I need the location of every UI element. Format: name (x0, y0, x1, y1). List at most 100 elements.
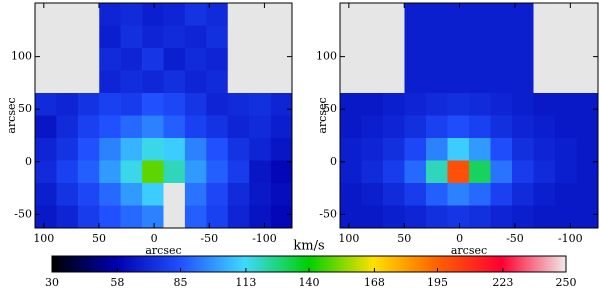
plot-frame (339, 2, 599, 229)
x-axis-label: arcsec (451, 244, 487, 257)
heatmap-cell (555, 115, 577, 139)
colorbar-label: km/s (293, 239, 324, 254)
heatmap-cell (77, 183, 100, 206)
heatmap-cell (383, 115, 405, 139)
heatmap-cell (469, 93, 491, 116)
masked-cell (340, 48, 362, 71)
heatmap-cell (447, 160, 470, 184)
heatmap-cell (533, 160, 556, 184)
colorbar-tick-label: 30 (45, 276, 59, 289)
heatmap-cell (426, 70, 448, 94)
heatmap-cell (533, 115, 556, 139)
heatmap-cell (404, 183, 427, 206)
x-tick-label: 50 (92, 232, 106, 245)
masked-cell (227, 25, 250, 49)
heatmap-cell (490, 70, 513, 94)
heatmap-cell (340, 160, 362, 184)
heatmap-cell (142, 48, 164, 71)
heatmap-cell (447, 70, 470, 94)
heatmap-cell (512, 160, 534, 184)
masked-cell (249, 48, 271, 71)
heatmap-cell (490, 115, 513, 139)
heatmap-cell (206, 183, 229, 206)
heatmap-cell (142, 115, 164, 139)
y-tick-label: 50 (18, 102, 32, 115)
heatmap-cell (142, 183, 164, 206)
heatmap-cell (142, 25, 164, 49)
heatmap-cell (361, 205, 384, 229)
heatmap-cell (120, 48, 143, 71)
x-axis-label: arcsec (145, 244, 181, 257)
masked-cell (361, 25, 384, 49)
heatmap-cell (512, 205, 534, 229)
heatmap-cell (120, 25, 143, 49)
masked-cell (576, 25, 599, 49)
masked-cell (361, 48, 384, 71)
heatmap-cell (404, 3, 427, 26)
heatmap-cell (99, 115, 121, 139)
heatmap-cell (227, 138, 250, 161)
heatmap-cell (184, 205, 207, 229)
heatmap-cell (340, 183, 362, 206)
heatmap-cell (340, 93, 362, 116)
heatmap-cell (120, 205, 143, 229)
heatmap-cell (447, 205, 470, 229)
heatmap-cell (512, 138, 534, 161)
heatmap-cell (35, 115, 57, 139)
y-tick-label: -50 (319, 207, 337, 220)
heatmap-cell (404, 138, 427, 161)
masked-cell (249, 70, 271, 94)
heatmap-cell (120, 93, 143, 116)
x-tick-label: 100 (33, 232, 54, 245)
heatmap-cell (490, 3, 513, 26)
heatmap-cell (206, 25, 229, 49)
heatmap-cell (163, 115, 186, 139)
heatmap-cell (142, 205, 164, 229)
masked-cell (340, 3, 362, 26)
heatmap-cell (490, 160, 513, 184)
y-tick-label: 100 (316, 50, 337, 63)
masked-cell (576, 48, 599, 71)
heatmap-cell (469, 160, 491, 184)
y-tick-label: 100 (11, 50, 32, 63)
heatmap-cell (490, 205, 513, 229)
heatmap-cell (206, 205, 229, 229)
heatmap-cell (426, 138, 448, 161)
heatmap-cell (163, 93, 186, 116)
x-tick-label: 0 (456, 232, 463, 245)
masked-cell (77, 25, 100, 49)
heatmap-cell (404, 25, 427, 49)
colorbar-tick-label: 113 (235, 276, 256, 289)
heatmap-cell (340, 115, 362, 139)
heatmap-cell (120, 70, 143, 94)
heatmap-cell (404, 93, 427, 116)
colorbar-tick-label: 250 (556, 276, 577, 289)
heatmap-cell (142, 160, 164, 184)
heatmap-cell (163, 70, 186, 94)
heatmap-cell (184, 160, 207, 184)
heatmap-cell (206, 138, 229, 161)
y-tick-label: 50 (323, 102, 337, 115)
masked-cell (56, 48, 79, 71)
heatmap-cell (404, 160, 427, 184)
heatmap-cell (270, 115, 293, 139)
masked-cell (227, 48, 250, 71)
heatmap-cell (490, 93, 513, 116)
heatmap-cell (227, 160, 250, 184)
heatmap-cell (469, 25, 491, 49)
heatmap-cell (249, 138, 271, 161)
heatmap-cell (576, 160, 599, 184)
heatmap-cell (361, 115, 384, 139)
heatmap-cell (99, 93, 121, 116)
masked-cell (77, 48, 100, 71)
heatmap-cell (426, 160, 448, 184)
heatmap-cell (383, 93, 405, 116)
heatmap-cell (270, 183, 293, 206)
heatmap-cell (56, 115, 79, 139)
masked-cell (340, 70, 362, 94)
heatmap-cell (426, 183, 448, 206)
heatmap-cell (56, 205, 79, 229)
heatmap-cell (184, 3, 207, 26)
heatmap-cell (490, 48, 513, 71)
heatmap-cell (383, 138, 405, 161)
